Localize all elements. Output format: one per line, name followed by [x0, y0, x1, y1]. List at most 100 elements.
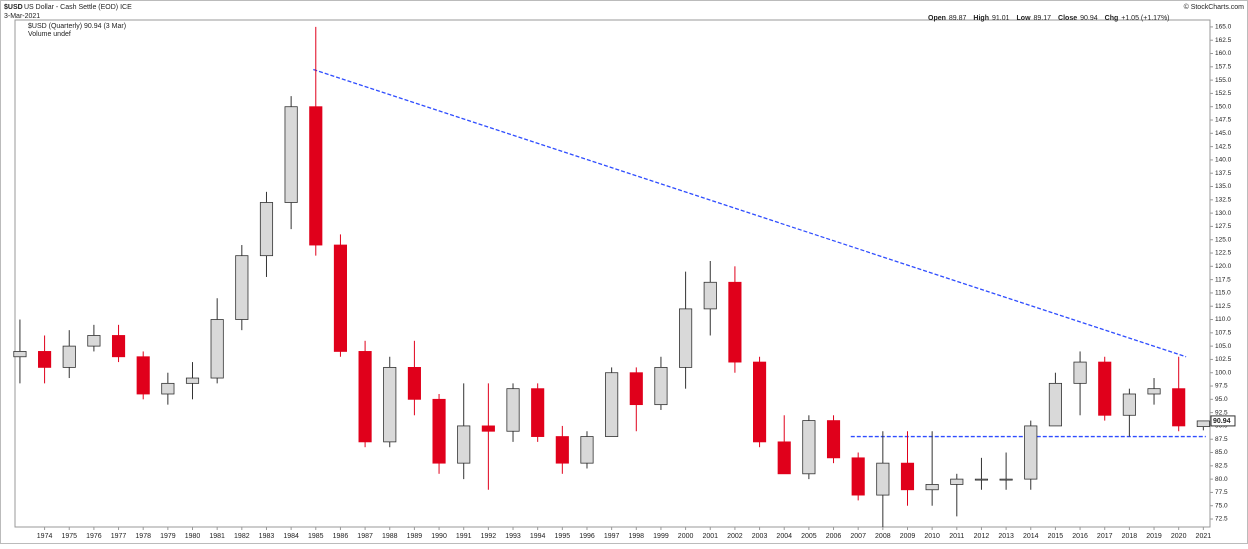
candle-body — [703, 281, 717, 310]
y-tick-label: 137.5 — [1215, 170, 1232, 177]
y-tick-label: 117.5 — [1215, 276, 1231, 283]
x-tick-label: 1982 — [234, 533, 250, 540]
x-tick-label: 1995 — [555, 533, 571, 540]
y-tick-label: 75.0 — [1215, 502, 1228, 509]
candle-body — [235, 255, 249, 320]
y-tick-label: 82.5 — [1215, 463, 1228, 470]
candle-body — [481, 425, 495, 432]
x-tick-label: 1977 — [111, 533, 127, 540]
x-tick-label: 2021 — [1196, 533, 1212, 540]
candle-body — [826, 420, 841, 459]
x-tick-label: 1998 — [629, 533, 645, 540]
source: © StockCharts.com — [1184, 3, 1245, 11]
symbol: $USD — [4, 4, 23, 11]
candle-body — [457, 425, 471, 464]
x-tick-label: 1996 — [579, 533, 595, 540]
last-price-box — [1210, 415, 1236, 427]
date: 3-Mar-2021 — [4, 13, 40, 20]
x-tick-label: 2015 — [1048, 533, 1064, 540]
x-tick-label: 1976 — [86, 533, 102, 540]
candle-body — [1024, 425, 1038, 480]
candle-body — [851, 457, 865, 496]
candle-body — [679, 308, 693, 368]
y-tick-label: 115.0 — [1215, 290, 1231, 297]
candle-body — [284, 106, 298, 203]
candle-body — [950, 478, 964, 485]
y-tick-label: 135.0 — [1215, 183, 1232, 190]
y-tick-label: 87.5 — [1215, 436, 1228, 443]
candle-body — [358, 351, 372, 443]
y-tick-label: 112.5 — [1215, 303, 1231, 310]
candle-body — [383, 366, 397, 443]
y-tick-label: 95.0 — [1215, 396, 1228, 403]
candle-body — [1073, 361, 1087, 384]
quote-name: Chg — [1105, 15, 1119, 22]
quote-value: 89.87 — [949, 15, 967, 22]
candle-body — [605, 372, 619, 437]
quote-value: 89.17 — [1034, 15, 1052, 22]
candle-body — [777, 441, 791, 475]
x-tick-label: 2006 — [826, 533, 842, 540]
y-tick-label: 102.5 — [1215, 356, 1232, 363]
x-tick-label: 2005 — [801, 533, 817, 540]
quote-value: 91.01 — [992, 15, 1010, 22]
y-tick-label: 142.5 — [1215, 143, 1232, 150]
candle-body — [1098, 361, 1112, 416]
x-tick-label: 1989 — [407, 533, 423, 540]
candle-body — [87, 335, 101, 347]
candle-body — [1147, 388, 1161, 395]
x-tick-label: 2012 — [974, 533, 990, 540]
x-tick-label: 1999 — [653, 533, 669, 540]
y-tick-label: 107.5 — [1215, 330, 1232, 337]
y-tick-label: 110.0 — [1215, 316, 1231, 323]
y-tick-label: 130.0 — [1215, 210, 1232, 217]
y-tick-label: 145.0 — [1215, 130, 1232, 137]
x-tick-label: 2020 — [1171, 533, 1187, 540]
candle-body — [432, 398, 446, 464]
x-tick-label: 1985 — [308, 533, 324, 540]
y-tick-label: 132.5 — [1215, 197, 1232, 204]
x-tick-label: 1991 — [456, 533, 472, 540]
x-tick-label: 1997 — [604, 533, 620, 540]
subtitle: US Dollar - Cash Settle (EOD) ICE — [24, 4, 132, 11]
candle-body — [876, 462, 890, 496]
x-tick-label: 2001 — [702, 533, 718, 540]
x-tick-label: 2017 — [1097, 533, 1113, 540]
x-tick-label: 1988 — [382, 533, 398, 540]
trendline — [313, 68, 1187, 358]
x-tick-label: 1986 — [333, 533, 349, 540]
candle-body — [111, 335, 126, 358]
y-tick-label: 147.5 — [1215, 117, 1232, 124]
candle-body — [185, 377, 200, 384]
quote-name: Close — [1058, 15, 1077, 22]
y-tick-label: 85.0 — [1215, 449, 1228, 456]
x-tick-label: 2018 — [1122, 533, 1138, 540]
candle-body — [13, 351, 27, 358]
x-tick-label: 2004 — [776, 533, 792, 540]
candle-body — [62, 345, 76, 368]
plot-frame — [14, 19, 1211, 528]
candle-body — [38, 351, 52, 368]
y-tick-label: 155.0 — [1215, 77, 1232, 84]
y-tick-label: 162.5 — [1215, 37, 1232, 44]
candle-body — [210, 319, 224, 379]
x-tick-label: 1978 — [135, 533, 151, 540]
candle-body — [728, 281, 742, 363]
x-tick-label: 2003 — [752, 533, 768, 540]
quote-name: Open — [928, 15, 946, 22]
x-tick-label: 2008 — [875, 533, 891, 540]
quote: Open 89.87 High 91.01 Low 89.17 Close 90.94 Chg +… — [928, 15, 1170, 22]
y-tick-label: 152.5 — [1215, 90, 1232, 97]
volume-note: Volume undef — [28, 31, 71, 38]
candle-body — [136, 356, 150, 395]
x-tick-label: 2007 — [850, 533, 866, 540]
x-tick-label: 1974 — [37, 533, 53, 540]
candle-body — [531, 388, 545, 437]
y-tick-label: 100.0 — [1215, 369, 1232, 376]
quote-name: High — [973, 15, 989, 22]
legend: $USD (Quarterly) 90.94 (3 Mar) — [28, 23, 126, 30]
y-tick-label: 157.5 — [1215, 64, 1232, 71]
x-tick-label: 2014 — [1023, 533, 1039, 540]
candle-body — [999, 478, 1013, 481]
